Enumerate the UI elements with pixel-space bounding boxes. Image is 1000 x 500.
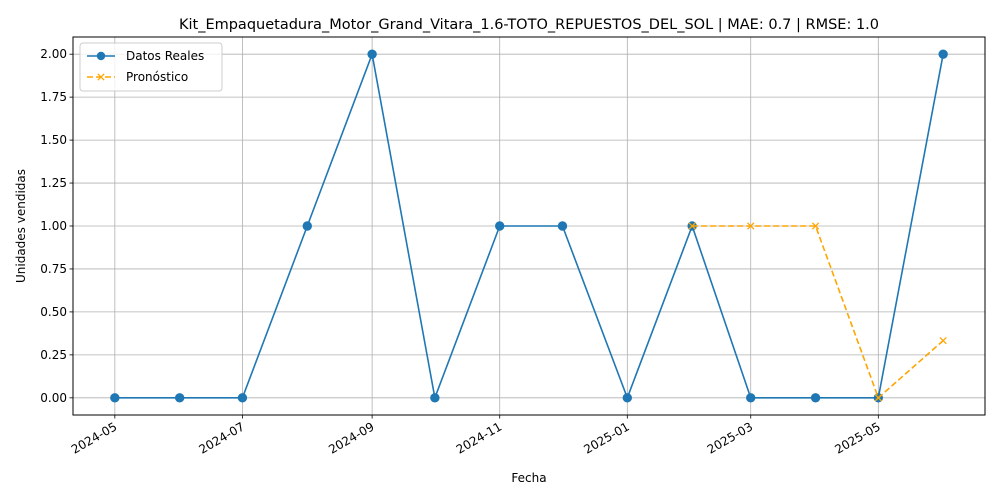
x-tick-label: 2024-05 [69,419,119,456]
legend-label: Pronóstico [126,70,188,84]
series-pronostico [688,222,947,402]
x-marker-stroke [747,222,755,230]
legend-marker [96,51,106,61]
data-point [688,222,696,230]
data-point [302,221,312,231]
data-point [746,393,756,403]
data-point [810,393,821,403]
data-point [430,393,440,403]
x-tick-label: 2025-03 [705,419,755,456]
data-point [110,393,120,403]
x-marker-stroke [874,394,882,402]
y-tick-label: 1.50 [40,133,67,147]
y-tick-label: 1.25 [40,176,67,190]
x-tick-label: 2024-07 [197,419,247,456]
data-point [938,49,948,59]
series-datos-reales [110,49,948,403]
legend: Datos Reales Pronóstico [79,42,223,92]
y-tick-label: 0.25 [40,348,67,362]
data-point [747,222,755,230]
y-tick-label: 2.00 [40,47,67,61]
y-tick-label: 0.00 [40,391,67,405]
x-tick-label: 2024-09 [326,419,376,456]
series-line [692,225,944,400]
x-marker-stroke [811,222,820,230]
x-marker-stroke [688,222,696,230]
legend-box [79,42,223,92]
series-line [114,51,944,401]
data-point [237,393,248,403]
legend-label: Datos Reales [126,49,204,63]
data-point [367,49,377,59]
data-point [939,336,947,345]
y-tick-label: 0.50 [40,305,67,319]
data-point [557,221,568,231]
data-point [495,221,505,231]
x-axis: 2024-05 2024-07 2024-09 2024-11 2025-01 2025-… [69,415,883,457]
legend-item: Datos Reales [87,49,204,63]
y-axis-label: Unidades vendidas [14,169,28,283]
data-point [622,393,633,403]
legend-item: Pronóstico [87,70,188,84]
x-marker-stroke [939,336,947,345]
chart-title: Kit_Empaquetadura_Motor_Grand_Vitara_1.6… [179,17,879,33]
y-tick-label: 1.00 [40,219,67,233]
y-tick-label: 1.75 [40,90,67,104]
legend-marker [97,73,105,81]
x-tick-label: 2025-05 [832,419,882,456]
series-group [110,49,948,403]
x-tick-label: 2025-01 [581,419,631,456]
data-point [811,222,820,230]
data-point [174,393,185,403]
x-tick-label: 2024-11 [454,419,504,456]
x-axis-label: Fecha [511,471,546,485]
y-axis: 0.00 0.25 0.50 0.75 1.00 1.25 1.50 1.75 2.00 [40,47,73,405]
data-point [874,394,882,402]
y-tick-label: 0.75 [40,262,67,276]
